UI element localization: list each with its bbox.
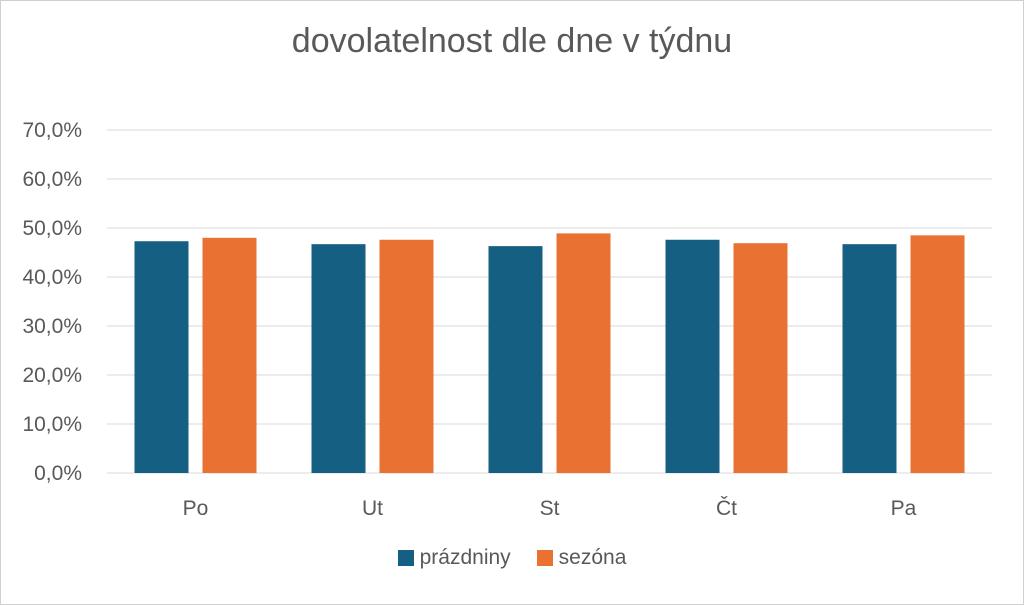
legend-item-sezona: sezóna — [536, 546, 627, 570]
x-axis-ticks: Po Ut St Čt Pa — [183, 497, 917, 520]
y-axis-ticks: 0,0% 10,0% 20,0% 30,0% 40,0% 50,0% 60,0% 70,0% — [22, 119, 82, 485]
y-tick-label: 50,0% — [22, 217, 82, 240]
bar-sezona-1 — [379, 239, 434, 473]
y-tick-label: 20,0% — [22, 364, 82, 387]
legend-label-sezona: sezóna — [558, 546, 627, 569]
legend-item-prazdniny: prázdniny — [397, 546, 511, 570]
y-tick-label: 70,0% — [22, 119, 82, 142]
legend-label-prazdniny: prázdniny — [419, 546, 511, 569]
chart-title: dovolatelnost dle dne v týdnu — [291, 22, 733, 60]
y-tick-label: 0,0% — [34, 462, 82, 485]
y-tick-label: 10,0% — [22, 413, 82, 436]
x-tick-label: Ut — [362, 497, 383, 520]
legend: prázdniny sezóna — [0, 546, 1024, 570]
bar-prazdniny-0 — [134, 241, 189, 473]
legend-swatch-sezona — [536, 550, 553, 566]
bar-sezona-2 — [556, 233, 611, 473]
bar-sezona-3 — [733, 243, 788, 473]
bar-prazdniny-3 — [665, 239, 720, 473]
y-tick-label: 60,0% — [22, 168, 82, 191]
bars — [134, 233, 965, 473]
x-tick-label: Pa — [891, 497, 917, 520]
bar-prazdniny-4 — [842, 244, 897, 473]
x-tick-label: Po — [183, 497, 209, 520]
bar-prazdniny-2 — [488, 246, 543, 473]
bar-sezona-4 — [910, 235, 965, 473]
x-tick-label: St — [540, 497, 560, 520]
y-tick-label: 30,0% — [22, 315, 82, 338]
bar-prazdniny-1 — [311, 244, 366, 473]
x-tick-label: Čt — [716, 497, 737, 520]
y-tick-label: 40,0% — [22, 266, 82, 289]
legend-swatch-prazdniny — [397, 550, 414, 566]
bar-sezona-0 — [202, 237, 257, 473]
